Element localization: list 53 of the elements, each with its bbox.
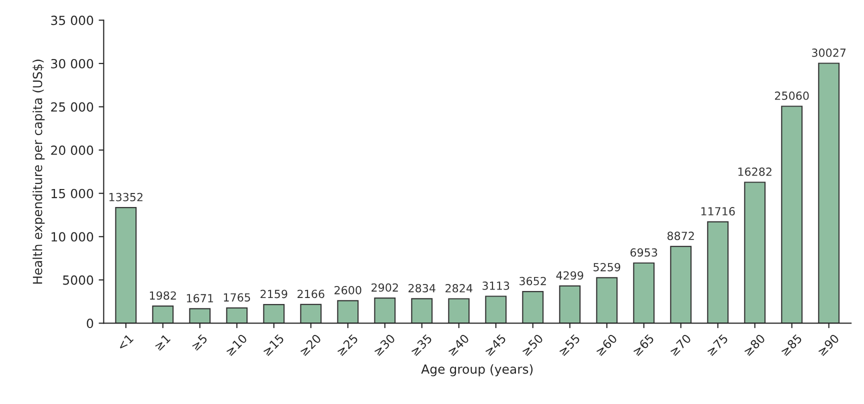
y-tick-label: 35 000	[51, 16, 94, 26]
y-tick-label: 5000	[63, 275, 94, 285]
y-tick-label: 25 000	[51, 102, 94, 112]
x-tick-label: <1	[116, 334, 134, 351]
data-label: 1671	[186, 294, 213, 302]
data-label: 2159	[260, 290, 288, 298]
data-label: 3652	[520, 276, 546, 286]
bar	[374, 298, 396, 324]
bar	[596, 277, 618, 324]
data-label: 1765	[224, 293, 250, 302]
data-label: 5259	[594, 262, 620, 272]
y-tick-label: 20 000	[51, 146, 94, 155]
x-tick-label: ≥5	[190, 334, 208, 351]
data-label: 2902	[372, 283, 398, 292]
bar	[300, 304, 322, 324]
bar	[707, 221, 729, 324]
x-axis-title: Age group (years)	[421, 364, 533, 376]
data-label: 3113	[482, 282, 510, 290]
data-label: 16282	[738, 168, 772, 176]
bar	[189, 308, 211, 324]
data-label: 2834	[408, 284, 436, 292]
bar	[411, 298, 433, 324]
data-label: 1982	[150, 291, 176, 300]
data-label: 8872	[667, 232, 694, 240]
bar	[818, 62, 840, 324]
bar	[559, 285, 581, 324]
bar	[522, 291, 544, 324]
data-label: 25060	[774, 92, 809, 100]
y-tick-label: 10 000	[52, 232, 94, 242]
data-label: 2824	[446, 284, 472, 292]
bar	[337, 300, 359, 324]
data-label: 11716	[701, 207, 735, 216]
data-label: 2600	[334, 286, 362, 294]
data-label: 6953	[630, 248, 658, 257]
data-label: 4299	[556, 271, 584, 280]
bar	[115, 207, 137, 324]
bar	[781, 106, 803, 324]
bar	[263, 304, 285, 324]
x-tick-label: ≥1	[154, 334, 171, 351]
y-tick-label: 0	[86, 318, 94, 328]
bar	[226, 307, 248, 324]
y-tick-label: 30 000	[51, 58, 94, 68]
bar	[670, 246, 692, 324]
bar	[448, 298, 470, 324]
y-axis-title: Health expenditure per capita (US$)	[32, 60, 45, 284]
bar	[744, 182, 766, 324]
y-tick-label: 15 000	[52, 188, 94, 198]
bar	[633, 262, 655, 324]
data-label: 13352	[109, 192, 142, 202]
data-label: 30027	[812, 48, 846, 57]
bar	[485, 296, 507, 324]
data-label: 2166	[298, 290, 324, 298]
bar	[152, 305, 174, 324]
